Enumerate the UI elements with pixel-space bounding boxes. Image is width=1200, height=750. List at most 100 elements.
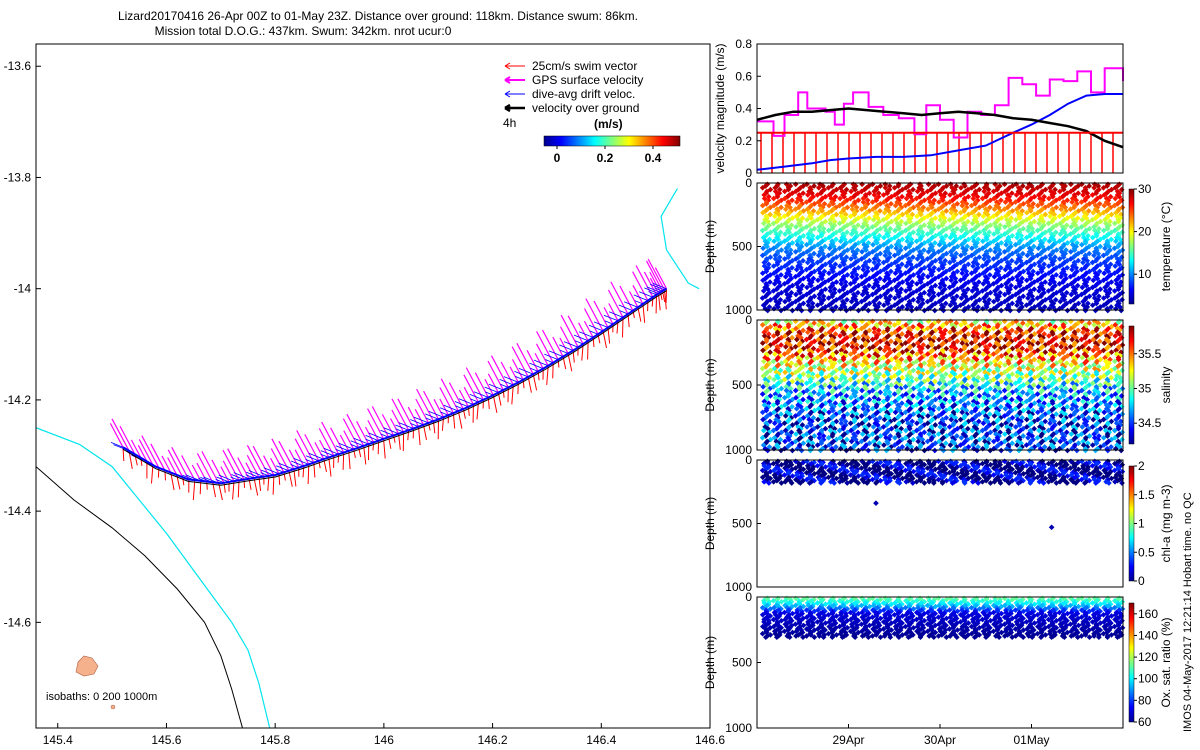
temperature-marker	[925, 238, 931, 245]
temperature-marker	[893, 245, 900, 252]
temperature-marker	[915, 231, 922, 237]
reef-edge-line	[660, 188, 700, 290]
swim-vector	[418, 426, 421, 446]
swim-vector	[348, 450, 351, 470]
temperature-marker	[838, 209, 845, 216]
isobath-line	[36, 466, 243, 728]
temperature-marker	[847, 195, 854, 202]
drift-vector	[410, 419, 424, 426]
temperature-marker	[792, 248, 799, 255]
gps-vector	[509, 366, 519, 383]
temperature-marker	[869, 224, 876, 230]
temperature-marker	[958, 252, 964, 259]
temperature-marker	[892, 192, 898, 198]
temperature-marker	[871, 188, 878, 195]
temperature-marker	[886, 183, 893, 189]
temperature-marker	[765, 193, 772, 200]
temperature-marker	[771, 202, 777, 209]
drift-vector	[604, 320, 614, 325]
temperature-marker	[974, 261, 981, 268]
temperature-marker	[853, 204, 860, 211]
temperature-marker	[892, 259, 898, 266]
temperature-marker	[760, 245, 766, 252]
temperature-marker	[814, 259, 821, 266]
temperature-marker	[935, 206, 942, 213]
temperature-marker	[880, 241, 887, 248]
temperature-marker	[885, 300, 891, 307]
drift-vector	[458, 398, 474, 405]
gps-vector	[271, 438, 290, 472]
drift-vector	[574, 340, 584, 345]
temperature-marker	[781, 280, 788, 287]
swim-vector	[363, 445, 367, 465]
temperature-marker	[837, 227, 843, 234]
map-colorbar	[543, 135, 681, 147]
temperature-marker	[914, 256, 921, 262]
temperature-marker	[974, 193, 981, 200]
gps-vector	[109, 423, 124, 448]
temperature-marker	[969, 220, 976, 227]
temperature-marker	[789, 197, 795, 204]
temperature-marker	[910, 186, 916, 193]
map-y-tick-label-2: -14	[14, 282, 32, 296]
temperature-marker	[827, 288, 834, 294]
map-colorbar-label-0: 0	[554, 151, 561, 165]
swim-vector	[372, 442, 375, 451]
temperature-marker	[759, 252, 766, 259]
gps-vector	[487, 360, 504, 391]
gps-vector	[511, 346, 529, 378]
temperature-marker	[871, 259, 878, 266]
temperature-marker	[794, 238, 801, 245]
temperature-marker	[936, 266, 942, 273]
temperature-marker	[772, 256, 779, 262]
drift-vector	[439, 407, 454, 414]
drift-vector	[529, 362, 544, 369]
temperature-marker	[882, 252, 889, 259]
temperature-marker	[891, 234, 898, 241]
drift-vector	[618, 304, 634, 312]
temperature-marker	[958, 216, 964, 223]
gps-vector	[330, 427, 345, 453]
temperature-marker	[860, 195, 867, 202]
drift-vector	[323, 447, 339, 455]
temperature-marker	[937, 284, 944, 291]
temperature-marker	[881, 199, 887, 205]
gps-vector	[487, 373, 499, 393]
temperature-marker	[913, 220, 920, 227]
gps-vector	[607, 289, 624, 318]
temperature-marker	[947, 192, 953, 198]
temperature-marker	[809, 232, 816, 239]
temperature-marker	[957, 302, 964, 309]
swim-vector	[337, 454, 340, 463]
temperature-marker	[830, 268, 836, 275]
temperature-marker	[958, 284, 965, 291]
drift-vector	[573, 334, 589, 342]
gps-vector	[196, 453, 214, 483]
map-x-tick-label-1: 145.6	[151, 733, 181, 747]
swim-vector	[342, 452, 345, 470]
temperature-marker	[858, 256, 865, 262]
temperature-marker	[765, 261, 772, 268]
temperature-marker	[970, 263, 976, 269]
swim-vector	[476, 402, 479, 420]
temperature-marker	[833, 304, 839, 310]
temperature-marker	[908, 236, 915, 243]
drift-vector	[533, 359, 549, 367]
temperature-marker	[814, 302, 821, 309]
temperature-marker	[891, 277, 898, 284]
temperature-marker	[929, 204, 935, 211]
temperature-marker	[925, 273, 931, 280]
map-x-tick-label-3: 146	[374, 733, 394, 747]
temperature-marker	[809, 300, 816, 307]
temperature-marker	[804, 259, 811, 266]
gps-vector	[433, 399, 445, 418]
temperature-marker	[924, 188, 931, 195]
swim-vector	[293, 469, 297, 487]
temperature-marker	[936, 241, 943, 248]
gps-vector	[314, 442, 325, 460]
temperature-marker	[880, 259, 887, 266]
temperature-marker	[814, 284, 821, 291]
drift-vector	[485, 391, 494, 396]
gps-vector	[439, 398, 449, 416]
temperature-colorbar-label-1: 20	[1138, 225, 1152, 239]
